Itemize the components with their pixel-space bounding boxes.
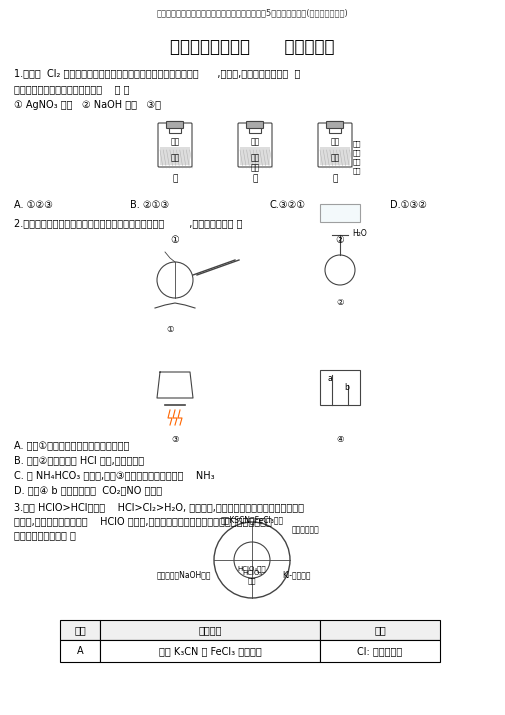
Text: 液层: 液层 [353,140,362,147]
Bar [320,620,440,640]
FancyBboxPatch shape [327,122,343,129]
Text: HClO₄晶体: HClO₄晶体 [238,565,266,571]
Bar [320,147,350,165]
Text: Cl: 拥有复原性: Cl: 拥有复原性 [358,646,402,656]
Text: C. 以 NH₄HCO₃ 为原料,装置③可用于制备室制备少许    NH₃: C. 以 NH₄HCO₃ 为原料,装置③可用于制备室制备少许 NH₃ [14,470,215,480]
Text: ④: ④ [336,435,344,444]
Text: 无色: 无色 [250,137,260,146]
Text: b: b [344,383,349,392]
Text: 蘸有KSCN的FeCl₃溶液: 蘸有KSCN的FeCl₃溶液 [221,515,284,524]
Bar [60,620,100,640]
Bar [329,121,341,133]
Text: 滴有 K₃CN 的 FeCl₃ 溶液变红: 滴有 K₃CN 的 FeCl₃ 溶液变红 [159,646,262,656]
Bar [249,121,261,133]
Text: 无色: 无色 [170,137,180,146]
Text: 1.向盛有  Cl₂ 的三个集气瓶甲、乙、丙中各加入以下液体中的一种      ,经振荡,现象以以下图所示  。: 1.向盛有 Cl₂ 的三个集气瓶甲、乙、丙中各加入以下液体中的一种 ,经振荡,现… [14,68,300,78]
Text: 应地点,实验时将液鹽酸液在    HClO 晶体上,并用表面皿盖好。下表中由实验现象得出的结论: 应地点,实验时将液鹽酸液在 HClO 晶体上,并用表面皿盖好。下表中由实验现象得… [14,516,272,526]
FancyBboxPatch shape [238,123,272,167]
Text: 绿色: 绿色 [353,149,362,156]
Text: 紫色石蕊溶液: 紫色石蕊溶液 [292,525,320,534]
Text: a: a [328,374,332,383]
Text: ②: ② [336,235,344,245]
FancyBboxPatch shape [318,123,352,167]
Text: 棕红: 棕红 [353,167,362,174]
Text: A. ①②③: A. ①②③ [14,200,53,210]
Text: ① AgNO₃ 溶液   ② NaOH 溶液   ③水: ① AgNO₃ 溶液 ② NaOH 溶液 ③水 [14,100,161,110]
Text: 2.实验是化学研究的基础。以下对于各实验装置的表达中        ,正确的选项是（ ）: 2.实验是化学研究的基础。以下对于各实验装置的表达中 ,正确的选项是（ ） [14,218,242,228]
Bar [320,370,360,405]
Bar [320,640,440,662]
Text: ①: ① [171,235,179,245]
Text: 完整正确的选项是（ ）: 完整正确的选项是（ ） [14,530,76,540]
FancyBboxPatch shape [246,122,264,129]
Text: H₂O: H₂O [352,229,367,238]
Text: 四川省广安市高考化学二轮复习选择题专项训练：5《实验剖析型》(新人教版含分析): 四川省广安市高考化学二轮复习选择题专项训练：5《实验剖析型》(新人教版含分析) [156,8,348,17]
Text: 白色
沉淀: 白色 沉淀 [250,153,260,172]
Text: B. ②①③: B. ②①③ [130,200,169,210]
FancyBboxPatch shape [167,122,183,129]
Text: 绿色: 绿色 [330,153,340,162]
Text: 结论: 结论 [374,625,386,635]
Text: KI-淀粉溶液: KI-淀粉溶液 [282,570,311,579]
Text: 实验现象: 实验现象 [198,625,222,635]
Bar [160,147,190,165]
Text: 丙: 丙 [332,174,338,183]
Text: A. 装置①应用于分别互不相溶液体混合物: A. 装置①应用于分别互不相溶液体混合物 [14,440,129,450]
Text: 乙: 乙 [252,174,258,183]
Text: A: A [77,646,83,656]
Text: 液层: 液层 [353,158,362,164]
Bar [60,640,100,662]
Bar [240,147,270,165]
Text: D.①③②: D.①③② [390,200,427,210]
Bar [320,204,360,222]
Text: 液层: 液层 [330,137,340,146]
Text: ①: ① [166,325,174,334]
Text: 无色: 无色 [170,153,180,162]
Text: ③: ③ [171,435,179,444]
Text: 选项: 选项 [74,625,86,635]
Text: 则甲、乙、丙中注入的液体分别是    （ ）: 则甲、乙、丙中注入的液体分别是 （ ） [14,84,129,94]
Bar [169,121,181,133]
Bar [100,620,320,640]
FancyBboxPatch shape [158,123,192,167]
Text: 甲: 甲 [172,174,178,183]
Text: 选择题专项训练五      实验剖析型: 选择题专项训练五 实验剖析型 [170,38,334,56]
Text: C.③②①: C.③②① [270,200,306,210]
Text: 蘸有酚酞的NaOH溶液: 蘸有酚酞的NaOH溶液 [157,570,212,579]
Text: D. 装置④ b 口进气可采集  CO₂、NO 等气体: D. 装置④ b 口进气可采集 CO₂、NO 等气体 [14,485,162,495]
Text: HClO₄
晶体: HClO₄ 晶体 [242,570,262,583]
Text: 3.已知 HClO>HCl（浓）    HCl>Cl₂>H₂O, 以以下图,将少许试剂分别放入培育皿中的相: 3.已知 HClO>HCl（浓） HCl>Cl₂>H₂O, 以以下图,将少许试剂… [14,502,304,512]
Text: ②: ② [336,298,344,307]
Text: B. 装置②应用于采取 HCl 气体,并防备倒吸: B. 装置②应用于采取 HCl 气体,并防备倒吸 [14,455,144,465]
Bar [100,640,320,662]
